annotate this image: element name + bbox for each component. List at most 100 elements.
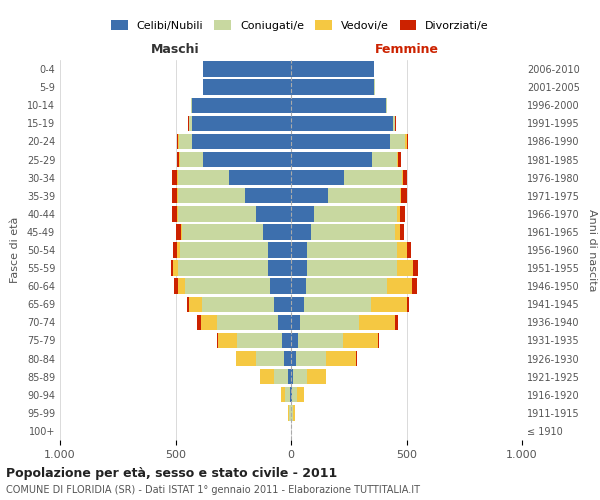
Text: Femmine: Femmine [374, 44, 439, 57]
Bar [296, 351, 326, 366]
Bar [189, 116, 191, 131]
Bar [182, 224, 263, 240]
Bar [297, 387, 304, 402]
Bar [291, 387, 292, 402]
Bar [237, 333, 282, 348]
Bar [403, 170, 407, 186]
Bar [291, 80, 374, 95]
Bar [191, 98, 291, 113]
Bar [387, 278, 412, 294]
Bar [188, 116, 189, 131]
Bar [292, 405, 293, 420]
Bar [328, 188, 400, 204]
Bar [291, 98, 386, 113]
Bar [291, 188, 328, 204]
Bar [307, 369, 326, 384]
Bar [291, 296, 304, 312]
Bar [178, 206, 256, 222]
Bar [395, 116, 396, 131]
Bar [291, 369, 293, 384]
Bar [176, 188, 178, 204]
Bar [359, 314, 395, 330]
Bar [398, 152, 401, 167]
Bar [291, 224, 311, 240]
Bar [412, 278, 417, 294]
Bar [190, 296, 202, 312]
Bar [176, 224, 181, 240]
Bar [178, 242, 180, 258]
Bar [173, 260, 178, 276]
Bar [395, 314, 398, 330]
Bar [179, 134, 191, 149]
Bar [307, 242, 397, 258]
Bar [290, 387, 291, 402]
Bar [407, 296, 409, 312]
Bar [180, 242, 268, 258]
Bar [292, 387, 297, 402]
Bar [307, 260, 397, 276]
Bar [171, 260, 173, 276]
Bar [371, 296, 407, 312]
Bar [245, 188, 291, 204]
Bar [298, 333, 343, 348]
Bar [282, 333, 291, 348]
Bar [377, 333, 379, 348]
Bar [180, 152, 203, 167]
Bar [263, 224, 291, 240]
Bar [178, 134, 179, 149]
Bar [274, 369, 287, 384]
Bar [386, 98, 387, 113]
Y-axis label: Fasce di età: Fasce di età [10, 217, 20, 283]
Bar [260, 369, 274, 384]
Bar [304, 296, 371, 312]
Bar [291, 314, 300, 330]
Bar [293, 405, 295, 420]
Bar [400, 224, 404, 240]
Bar [274, 296, 291, 312]
Bar [178, 170, 229, 186]
Bar [397, 206, 400, 222]
Bar [176, 170, 178, 186]
Bar [218, 333, 237, 348]
Bar [203, 62, 291, 76]
Bar [173, 242, 178, 258]
Bar [178, 260, 268, 276]
Bar [289, 405, 290, 420]
Text: COMUNE DI FLORIDIA (SR) - Dati ISTAT 1° gennaio 2011 - Elaborazione TUTTITALIA.I: COMUNE DI FLORIDIA (SR) - Dati ISTAT 1° … [6, 485, 420, 495]
Bar [191, 134, 291, 149]
Bar [256, 206, 291, 222]
Bar [191, 116, 291, 131]
Text: Maschi: Maschi [151, 44, 200, 57]
Bar [372, 152, 397, 167]
Bar [217, 314, 278, 330]
Bar [291, 278, 306, 294]
Bar [291, 333, 298, 348]
Bar [402, 170, 403, 186]
Bar [291, 62, 374, 76]
Bar [401, 188, 407, 204]
Bar [397, 152, 398, 167]
Bar [291, 260, 307, 276]
Bar [326, 351, 356, 366]
Bar [291, 134, 391, 149]
Bar [397, 242, 407, 258]
Bar [236, 351, 256, 366]
Bar [268, 242, 291, 258]
Bar [268, 260, 291, 276]
Bar [392, 116, 395, 131]
Bar [187, 296, 190, 312]
Bar [291, 351, 296, 366]
Bar [172, 206, 176, 222]
Bar [306, 278, 387, 294]
Bar [287, 369, 291, 384]
Bar [291, 170, 344, 186]
Bar [181, 224, 182, 240]
Bar [270, 278, 291, 294]
Bar [185, 278, 270, 294]
Y-axis label: Anni di nascita: Anni di nascita [587, 209, 596, 291]
Bar [356, 351, 357, 366]
Bar [281, 387, 285, 402]
Bar [406, 134, 407, 149]
Bar [311, 224, 395, 240]
Bar [203, 152, 291, 167]
